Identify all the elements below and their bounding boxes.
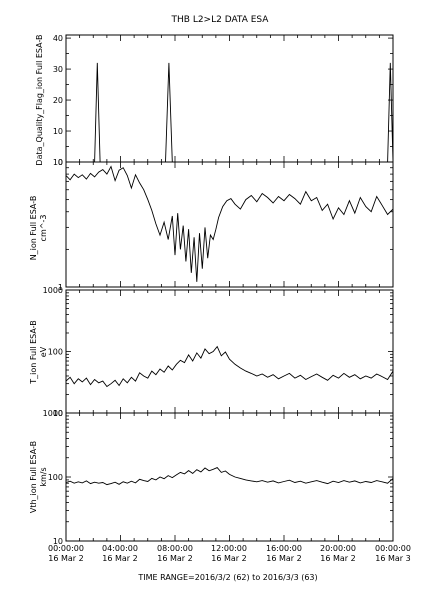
quality-flag-ylabel: Data_Quality_Flag_ion Full ESA-B [35, 34, 44, 165]
thermal-velocity-yunit: km/s [39, 467, 48, 486]
y-tick-label: 10 [53, 158, 63, 167]
y-tick-label: 100 [48, 348, 63, 357]
date-tick-label: 16 Mar 2 [48, 554, 83, 563]
panel-frame [65, 289, 394, 414]
time-tick-label: 20:00:00 [320, 544, 356, 553]
temperature-yunit: eV [39, 346, 48, 357]
density-ylabel: N_ion Full ESA-B [29, 196, 38, 261]
time-tick-label: 08:00:00 [157, 544, 193, 553]
date-tick-label: 16 Mar 2 [157, 554, 192, 563]
y-tick-label: 1 [58, 283, 63, 292]
date-tick-label: 16 Mar 3 [375, 554, 410, 563]
series-line [65, 345, 394, 388]
y-tick-label: 100 [48, 473, 63, 482]
series-line [65, 165, 394, 282]
y-tick-label: 1000 [43, 286, 63, 295]
date-tick-label: 16 Mar 2 [320, 554, 355, 563]
time-axis: 00:00:00 16 Mar 2 04:00:00 16 Mar 2 08:0… [48, 544, 411, 563]
temperature-ylabel: T_ion Full ESA-B [29, 320, 38, 385]
time-tick-label: 00:00:00 [375, 544, 411, 553]
time-tick-label: 12:00:00 [211, 544, 247, 553]
density-panel: 1 10 [53, 158, 394, 292]
page-title: THB L2>L2 DATA ESA [171, 15, 270, 25]
y-tick-label: 0 [58, 158, 63, 167]
panel-frame [65, 412, 394, 542]
date-tick-label: 16 Mar 2 [102, 554, 137, 563]
time-tick-label: 16:00:00 [266, 544, 302, 553]
y-tick-label: 40 [53, 34, 63, 43]
density-yunit: cm^-3 [39, 215, 48, 242]
series-line [65, 467, 394, 486]
time-range-label: TIME RANGE=2016/3/2 (62) to 2016/3/3 (63… [137, 573, 317, 582]
y-tick-label: 10 [53, 127, 63, 136]
date-tick-label: 16 Mar 2 [266, 554, 301, 563]
y-tick-label: 1000 [43, 409, 63, 418]
y-tick-label: 30 [53, 65, 63, 74]
date-tick-label: 16 Mar 2 [211, 554, 246, 563]
thermal-velocity-ylabel: Vth_ion Full ESA-B [29, 441, 38, 513]
time-tick-label: 00:00:00 [48, 544, 84, 553]
thermal-velocity-panel: 10 100 1000 [43, 409, 394, 546]
y-tick-label: 20 [53, 96, 63, 105]
panel-frame [65, 34, 394, 163]
time-tick-label: 04:00:00 [102, 544, 138, 553]
series-line [66, 62, 394, 163]
y-tick-label: 10 [53, 537, 63, 546]
y-tick-label: 10 [53, 409, 63, 418]
temperature-panel: 10 100 1000 [43, 286, 394, 418]
